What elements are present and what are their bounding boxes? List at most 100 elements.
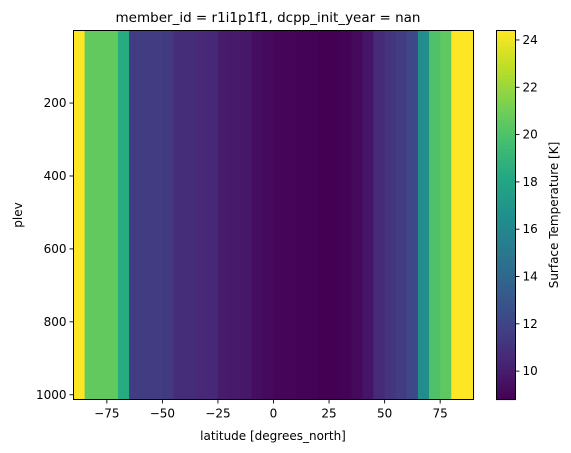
colorbar-segment bbox=[496, 133, 516, 139]
colorbar-segment bbox=[496, 111, 516, 116]
colorbar-segment bbox=[496, 296, 516, 301]
x-tick-label: 75 bbox=[433, 407, 448, 421]
heatmap-band bbox=[340, 30, 352, 400]
chart-title: member_id = r1i1p1f1, dcpp_init_year = n… bbox=[116, 10, 421, 26]
colorbar-segment bbox=[496, 155, 516, 161]
heatmap-band bbox=[173, 30, 186, 400]
colorbar-segment bbox=[496, 215, 516, 220]
colorbar-segment bbox=[496, 67, 516, 72]
colorbar-label: Surface Temperature [K] bbox=[547, 142, 561, 289]
x-tick-label: −75 bbox=[94, 407, 119, 421]
colorbar-segment bbox=[496, 322, 516, 327]
heatmap-band bbox=[129, 30, 141, 400]
colorbar-segment bbox=[496, 159, 516, 164]
colorbar-segment bbox=[496, 130, 516, 135]
colorbar-segment bbox=[496, 144, 516, 150]
heatmap-band bbox=[429, 30, 441, 400]
colorbar-tick-label: 18 bbox=[523, 175, 538, 189]
heatmap-band bbox=[384, 30, 397, 400]
colorbar-segment bbox=[496, 244, 516, 249]
colorbar-segment bbox=[496, 299, 516, 305]
colorbar-tick-label: 14 bbox=[523, 270, 538, 284]
colorbar-segment bbox=[496, 373, 516, 378]
y-tick-label: 1000 bbox=[36, 388, 67, 402]
colorbar-frame bbox=[496, 30, 516, 400]
colorbar-segment bbox=[496, 369, 516, 375]
colorbar-tick-label: 20 bbox=[523, 128, 538, 142]
colorbar-segment bbox=[496, 251, 516, 257]
colorbar-segment bbox=[496, 248, 516, 253]
colorbar-segment bbox=[496, 237, 516, 242]
colorbar-tick-label: 16 bbox=[523, 222, 538, 236]
colorbar-segment bbox=[496, 310, 516, 316]
x-axis: −75 −50 −25 0 25 50 75 bbox=[94, 399, 448, 421]
colorbar-segment bbox=[496, 207, 516, 212]
colorbar-segment bbox=[496, 96, 516, 102]
colorbar-segment bbox=[496, 366, 516, 371]
heatmap-band bbox=[462, 30, 475, 400]
colorbar-segment bbox=[496, 362, 516, 367]
colorbar-segment bbox=[496, 325, 516, 330]
x-tick-label: 25 bbox=[321, 407, 336, 421]
heatmap-band bbox=[306, 30, 319, 400]
colorbar-segment bbox=[496, 288, 516, 294]
colorbar-segment bbox=[496, 384, 516, 390]
colorbar-segment bbox=[496, 211, 516, 216]
colorbar-segment bbox=[496, 170, 516, 176]
colorbar-segment bbox=[496, 115, 516, 120]
colorbar-segment bbox=[496, 189, 516, 194]
colorbar-segment bbox=[496, 192, 516, 198]
colorbar-segment bbox=[496, 82, 516, 87]
colorbar-segment bbox=[496, 355, 516, 360]
colorbar-segment bbox=[496, 344, 516, 349]
colorbar-segment bbox=[496, 347, 516, 353]
heatmap-band bbox=[329, 30, 341, 400]
colorbar-segment bbox=[496, 56, 516, 61]
colorbar-segment bbox=[496, 318, 516, 323]
heatmap-band bbox=[84, 30, 108, 400]
colorbar-segment bbox=[496, 71, 516, 76]
colorbar-segment bbox=[496, 104, 516, 109]
heatmap-band bbox=[229, 30, 241, 400]
heatmap-band bbox=[106, 30, 119, 400]
y-axis-label: plev bbox=[11, 202, 25, 227]
colorbar-segment bbox=[496, 196, 516, 201]
y-tick-label: 200 bbox=[44, 96, 67, 110]
colorbar-segment bbox=[496, 119, 516, 124]
heatmap-band bbox=[317, 30, 330, 400]
colorbar-segment bbox=[496, 307, 516, 312]
colorbar-segment bbox=[496, 122, 516, 128]
heatmap-band bbox=[251, 30, 263, 400]
colorbar-segment bbox=[496, 107, 516, 113]
plot-area bbox=[73, 30, 475, 400]
heatmap-band bbox=[217, 30, 230, 400]
colorbar-segment bbox=[496, 277, 516, 283]
colorbar-segment bbox=[496, 37, 516, 43]
colorbar-segment bbox=[496, 358, 516, 364]
colorbar-segment bbox=[496, 85, 516, 91]
y-axis: 200 400 600 800 1000 bbox=[36, 96, 74, 402]
x-axis-label: latitude [degrees_north] bbox=[200, 429, 346, 443]
colorbar-segment bbox=[496, 270, 516, 275]
colorbar-segment bbox=[496, 141, 516, 146]
colorbar-segment bbox=[496, 89, 516, 94]
x-tick-label: 50 bbox=[377, 407, 392, 421]
colorbar bbox=[496, 30, 516, 401]
colorbar-segment bbox=[496, 381, 516, 386]
colorbar-tick-label: 22 bbox=[523, 80, 538, 94]
heatmap-band bbox=[140, 30, 163, 400]
colorbar-segment bbox=[496, 148, 516, 153]
colorbar-segment bbox=[496, 100, 516, 105]
heatmap-band bbox=[117, 30, 130, 400]
heatmap-band bbox=[373, 30, 386, 400]
colorbar-segment bbox=[496, 351, 516, 356]
colorbar-segment bbox=[496, 274, 516, 279]
heatmap-band bbox=[362, 30, 375, 400]
colorbar-segment bbox=[496, 262, 516, 268]
colorbar-segment bbox=[496, 314, 516, 319]
heatmap-band bbox=[284, 30, 297, 400]
colorbar-segment bbox=[496, 178, 516, 183]
colorbar-segment bbox=[496, 392, 516, 397]
colorbar-segment bbox=[496, 185, 516, 190]
